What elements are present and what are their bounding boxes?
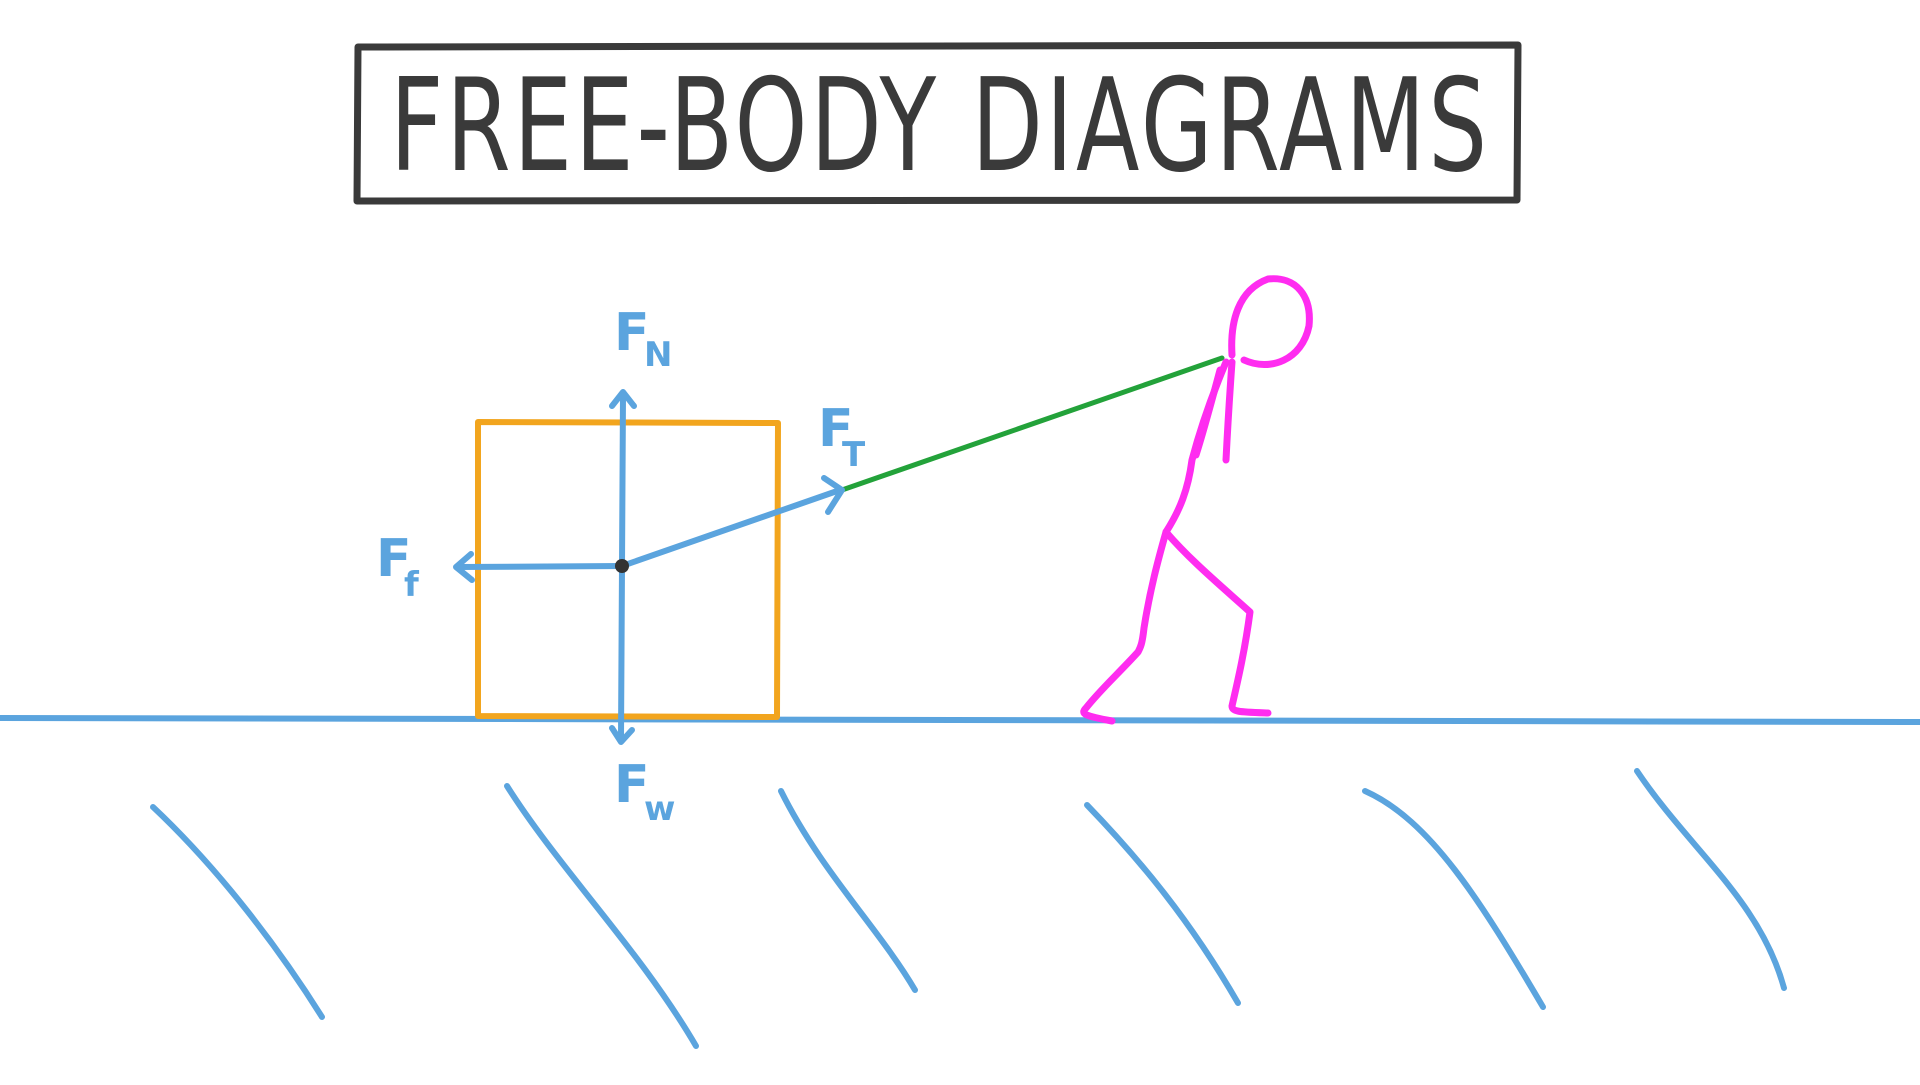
- hatch-mark: [1634, 768, 1787, 991]
- force-subscript: f: [404, 565, 420, 605]
- title-group: FREE-BODY DIAGRAMS: [353, 41, 1522, 205]
- normal-force-arrowhead: [609, 389, 637, 409]
- person-head: [1228, 275, 1313, 368]
- box: [475, 419, 781, 720]
- page-title: FREE-BODY DIAGRAMS: [390, 52, 1490, 201]
- force-label-normal: F N: [614, 303, 672, 375]
- force-label-weight: F w: [614, 755, 675, 829]
- force-symbol: F: [614, 303, 650, 363]
- friction-force-arrow: [455, 563, 625, 570]
- person-leg-front: [1162, 528, 1272, 717]
- friction-force-arrowhead: [453, 551, 475, 583]
- force-symbol: F: [376, 529, 412, 589]
- weight-force-arrowhead: [609, 725, 635, 745]
- ground-hatching: [150, 768, 1787, 1049]
- force-symbol: F: [614, 755, 650, 815]
- hatch-mark: [504, 783, 699, 1049]
- weight-force-arrow: [618, 563, 625, 741]
- force-vectors: [453, 389, 845, 745]
- force-label-tension: F T: [818, 399, 866, 475]
- force-symbol: F: [818, 399, 854, 459]
- force-subscript: w: [644, 789, 675, 829]
- person-leg-back: [1080, 528, 1170, 725]
- normal-force-arrow: [619, 392, 626, 569]
- person-torso-back: [1222, 358, 1236, 464]
- force-subscript: T: [842, 435, 866, 475]
- hatch-mark: [778, 788, 918, 993]
- hatch-mark: [1084, 802, 1241, 1006]
- rope: [839, 355, 1225, 493]
- person-figure-icon: [1080, 275, 1313, 725]
- force-subscript: N: [644, 335, 672, 375]
- hatch-mark: [150, 804, 325, 1020]
- title-frame: [353, 41, 1522, 205]
- center-of-mass-dot: [615, 559, 629, 573]
- tension-force-arrowhead: [821, 475, 845, 515]
- force-label-friction: F f: [376, 529, 420, 605]
- tension-force-arrow: [619, 487, 843, 569]
- person-torso-fill: [1192, 366, 1224, 459]
- ground-line: [0, 715, 1920, 725]
- hatch-mark: [1362, 788, 1546, 1010]
